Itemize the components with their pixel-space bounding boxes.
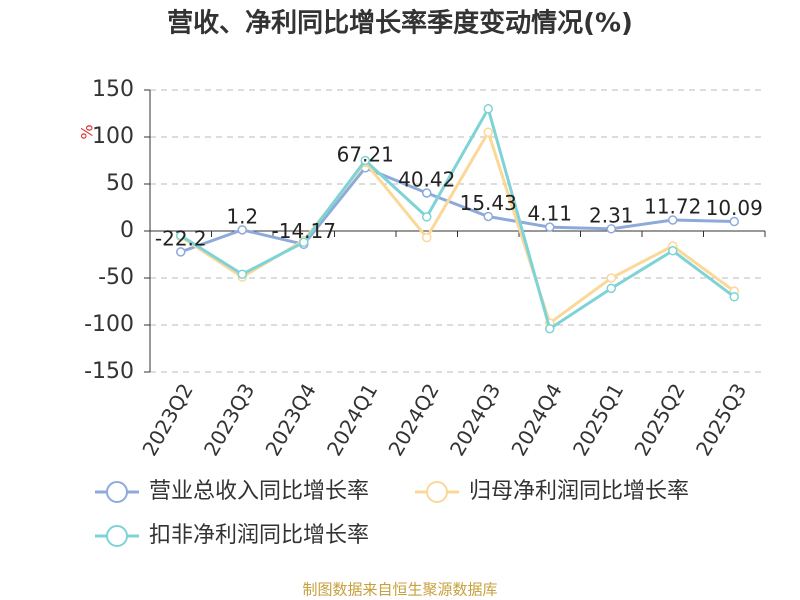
y-tick-label: 50 [106, 171, 134, 196]
point [606, 283, 616, 294]
point [176, 247, 186, 257]
y-tick-label: -100 [84, 312, 134, 337]
point [422, 188, 432, 198]
series-line [180, 166, 735, 254]
x-tick-label: 2024Q4 [506, 379, 566, 460]
chart-title: 营收、净利同比增长率季度变动情况(%) [167, 8, 633, 39]
x-tick-label: 2025Q2 [629, 379, 689, 460]
data-label: 2.31 [589, 203, 634, 227]
point [545, 324, 555, 334]
point [668, 245, 678, 256]
legend-label: 归母净利润同比增长率 [469, 479, 689, 504]
point [729, 216, 739, 227]
data-label: 4.11 [527, 202, 572, 226]
point [668, 215, 678, 225]
point [606, 224, 616, 234]
y-tick-label: 100 [92, 124, 134, 149]
data-label: -22.2 [155, 226, 207, 250]
x-tick-label: 2023Q2 [137, 379, 197, 460]
point [237, 225, 247, 235]
point [237, 269, 247, 279]
data-label: 1.2 [226, 204, 258, 228]
legend-label: 营业总收入同比增长率 [149, 479, 369, 504]
y-tick-label: -50 [98, 265, 134, 290]
legend-label: 扣非净利润同比增长率 [149, 523, 369, 548]
y-axis-label: % [78, 124, 97, 139]
data-label: 67.21 [337, 142, 394, 166]
point [729, 292, 739, 302]
point [422, 232, 432, 243]
x-tick-label: 2025Q1 [568, 379, 628, 460]
x-tick-label: 2023Q3 [199, 379, 259, 460]
data-label: 10.09 [706, 196, 763, 220]
point [545, 222, 555, 232]
point [422, 212, 432, 222]
data-label: 11.72 [644, 194, 701, 218]
source-note: 制图数据来自恒生聚源数据库 [302, 581, 497, 599]
point [483, 211, 493, 222]
x-tick-label: 2024Q2 [383, 379, 443, 460]
data-label: 40.42 [398, 168, 455, 192]
series-line [179, 104, 736, 332]
legend-marker [106, 481, 128, 503]
point [299, 237, 309, 248]
x-tick-label: 2025Q3 [691, 379, 751, 460]
legend-marker [426, 481, 448, 503]
x-tick-label: 2024Q3 [445, 379, 505, 460]
data-label: -14.17 [272, 219, 336, 243]
point [483, 104, 493, 114]
y-tick-label: 0 [120, 218, 134, 243]
point [176, 230, 186, 241]
point [360, 155, 370, 166]
y-tick-label: -150 [84, 359, 134, 384]
y-tick-label: 150 [92, 77, 134, 102]
point [606, 273, 616, 283]
data-label: 15.43 [460, 191, 517, 215]
x-tick-label: 2024Q1 [322, 379, 382, 460]
x-tick-label: 2023Q4 [260, 379, 320, 460]
point [483, 127, 493, 138]
legend-marker [106, 525, 128, 547]
